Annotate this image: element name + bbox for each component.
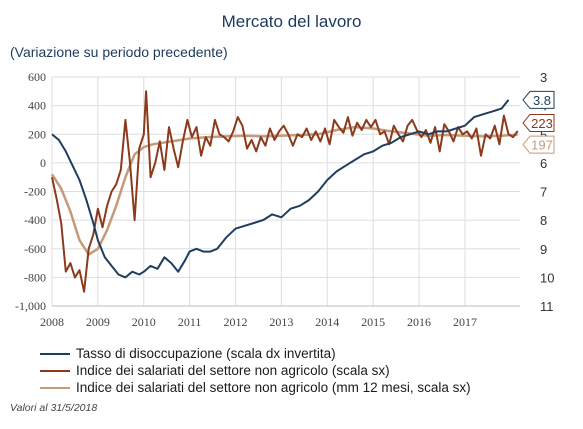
x-tick-label: 2015 xyxy=(361,315,385,329)
right-tick-label: 6 xyxy=(540,156,547,171)
x-tick-label: 2011 xyxy=(178,315,202,329)
series-line-2 xyxy=(50,125,518,256)
legend-label-payrolls: Indice dei salariati del settore non agr… xyxy=(76,363,390,378)
end-label-1: 223 xyxy=(531,116,553,131)
left-tick-label: -400 xyxy=(24,213,46,227)
series-lines xyxy=(50,90,519,293)
left-axis-ticks: 600 400 200 0 -200 -400 -600 -800 -1,000 xyxy=(15,70,46,313)
legend-item-payrolls-ma: Indice dei salariati del settore non agr… xyxy=(40,379,471,396)
legend-label-unemployment: Tasso di disoccupazione (scala dx invert… xyxy=(76,346,336,361)
left-tick-label: -800 xyxy=(24,270,46,284)
x-tick-label: 2014 xyxy=(315,315,339,329)
legend-item-payrolls: Indice dei salariati del settore non agr… xyxy=(40,362,471,379)
right-tick-label: 11 xyxy=(540,299,554,314)
series-line-0 xyxy=(51,99,510,279)
legend-swatch-payrolls xyxy=(40,369,70,372)
left-tick-label: 200 xyxy=(28,127,46,141)
x-tick-label: 2010 xyxy=(132,315,156,329)
chart-subtitle: (Variazione su periodo precedente) xyxy=(10,44,228,60)
right-tick-label: 8 xyxy=(540,213,547,228)
x-axis-ticks: 2008 2009 2010 2011 2012 2013 2014 2015 2016 2017 xyxy=(40,315,477,329)
left-tick-label: 0 xyxy=(40,156,46,170)
series-line-1 xyxy=(51,90,519,293)
legend-item-unemployment: Tasso di disoccupazione (scala dx invert… xyxy=(40,345,471,362)
legend-swatch-payrolls-ma xyxy=(40,386,70,389)
right-tick-label: 9 xyxy=(540,242,547,257)
legend-swatch-unemployment xyxy=(40,352,70,355)
x-tick-label: 2016 xyxy=(407,315,431,329)
end-label-box-0 xyxy=(522,90,555,109)
x-tick-label: 2008 xyxy=(40,315,64,329)
footnote: Valori al 31/5/2018 xyxy=(10,402,98,414)
right-tick-label: 7 xyxy=(540,185,547,200)
left-tick-label: -600 xyxy=(24,242,46,256)
x-tick-label: 2009 xyxy=(86,315,110,329)
chart-title: Mercato del lavoro xyxy=(221,12,362,31)
end-label-0: 3.8 xyxy=(533,93,551,108)
left-tick-label: 600 xyxy=(28,70,46,84)
grid xyxy=(51,76,520,307)
right-tick-label: 3 xyxy=(540,70,547,85)
left-tick-label: -200 xyxy=(24,185,46,199)
right-tick-label: 10 xyxy=(540,270,554,285)
x-tick-label: 2013 xyxy=(269,315,293,329)
legend: Tasso di disoccupazione (scala dx invert… xyxy=(40,345,471,396)
x-tick-label: 2017 xyxy=(453,315,477,329)
end-label-2: 197 xyxy=(531,138,553,153)
end-labels: 3.8 223 197 xyxy=(522,90,555,154)
legend-label-payrolls-ma: Indice dei salariati del settore non agr… xyxy=(76,380,471,395)
left-tick-label: -1,000 xyxy=(15,299,46,313)
left-tick-label: 400 xyxy=(28,99,46,113)
right-tick-label: 5 xyxy=(540,127,547,142)
end-label-box-1 xyxy=(522,113,555,132)
x-tick-label: 2012 xyxy=(224,315,248,329)
end-label-box-2 xyxy=(522,135,555,154)
